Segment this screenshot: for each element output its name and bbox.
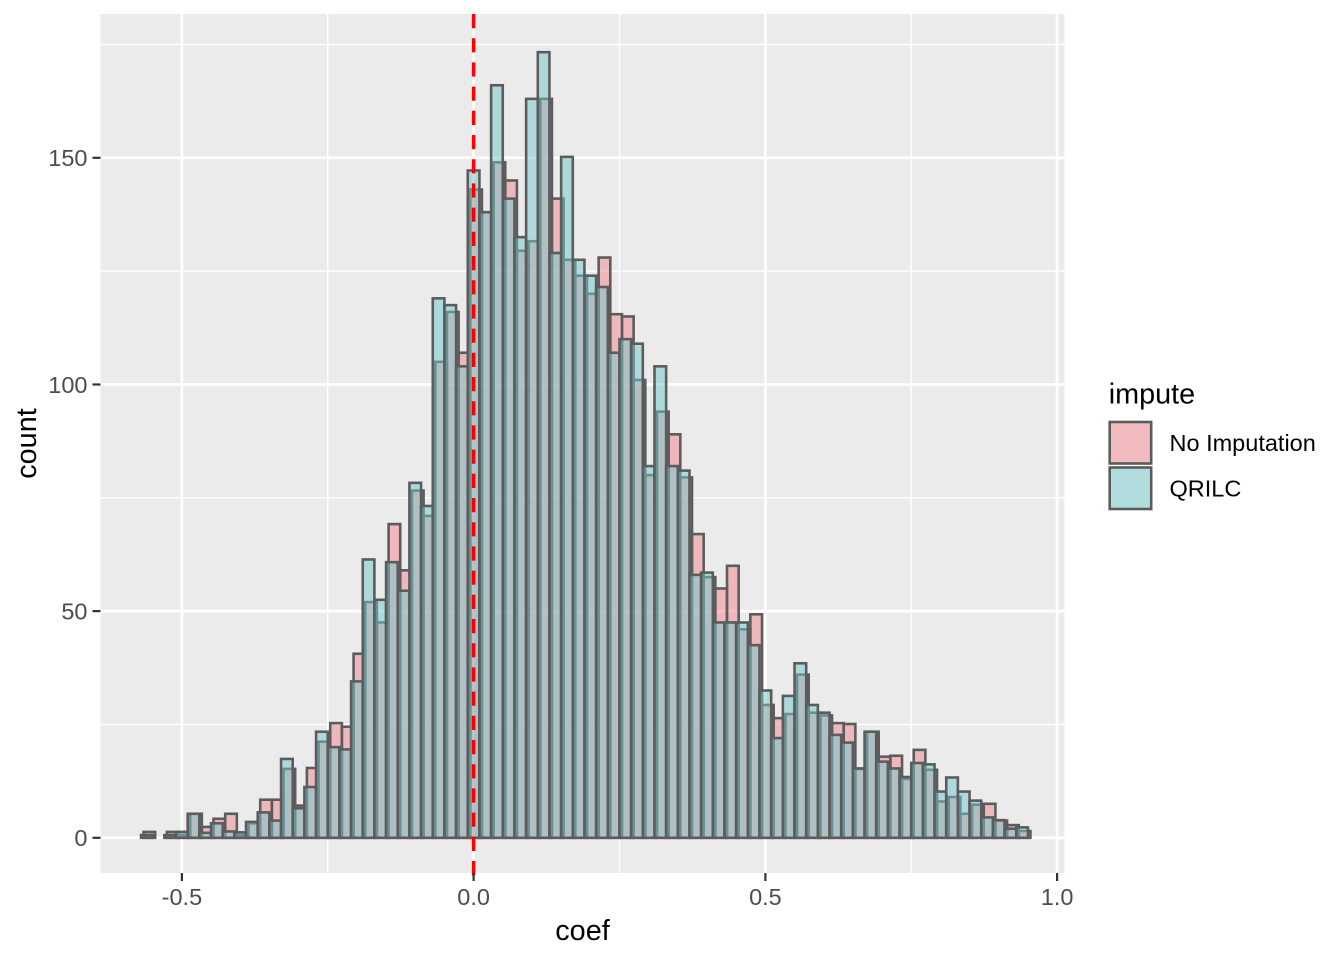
svg-text:QRILC: QRILC [1170,476,1242,502]
svg-text:No Imputation: No Imputation [1170,430,1316,456]
svg-text:150: 150 [48,145,87,171]
svg-text:impute: impute [1109,379,1195,411]
svg-text:50: 50 [61,598,87,624]
svg-text:1.0: 1.0 [1041,884,1074,910]
svg-text:0: 0 [74,825,87,851]
svg-text:0.5: 0.5 [749,884,782,910]
svg-text:coef: coef [555,915,610,947]
svg-text:-0.5: -0.5 [162,884,203,910]
svg-text:100: 100 [48,372,87,398]
svg-text:0.0: 0.0 [457,884,490,910]
svg-text:count: count [11,408,43,478]
